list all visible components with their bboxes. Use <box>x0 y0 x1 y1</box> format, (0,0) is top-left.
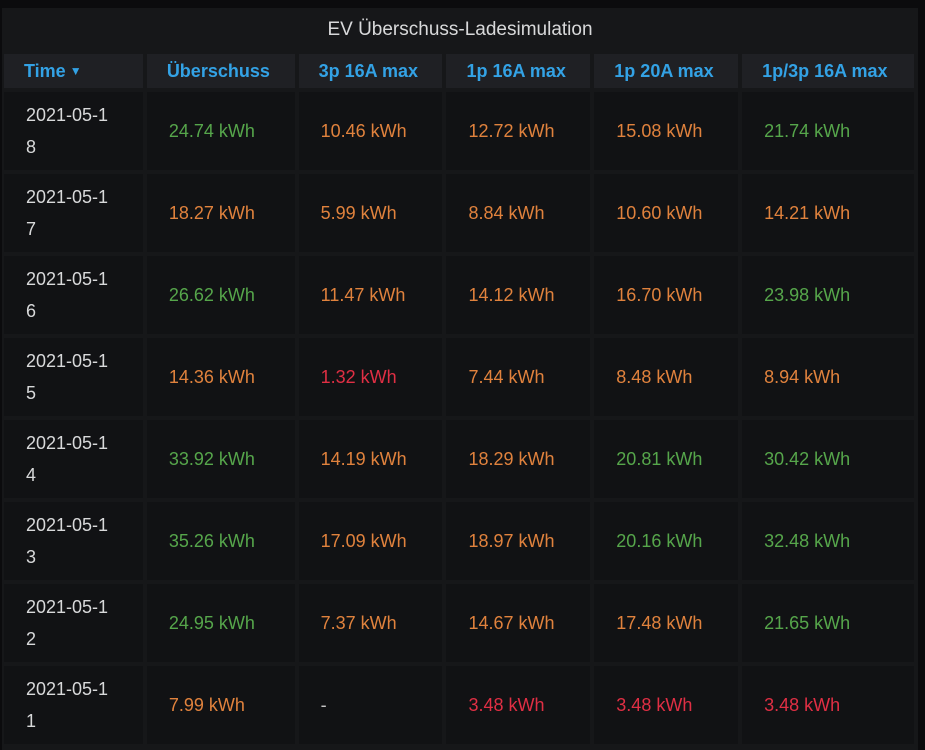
value-cell: 33.92 kWh <box>146 420 295 498</box>
time-value: 2021-05-18 <box>26 105 109 157</box>
value-cell: 12.72 kWh <box>446 92 591 170</box>
value-cell: 14.12 kWh <box>446 256 591 334</box>
value-cell: 24.74 kWh <box>146 92 295 170</box>
value-cell: 10.60 kWh <box>594 174 739 252</box>
column-header-label: 1p/3p 16A max <box>762 60 888 81</box>
column-header-label: 3p 16A max <box>318 60 419 81</box>
time-value: 2021-05-17 <box>26 187 109 239</box>
time-value: 2021-05-14 <box>26 433 109 485</box>
table-body: 2021-05-18 24.74 kWh 10.46 kWh 12.72 kWh 15.… <box>4 92 914 744</box>
panel-title[interactable]: EV Überschuss-Ladesimulation <box>327 19 593 40</box>
value-cell: 18.27 kWh <box>146 174 295 252</box>
table-row: 2021-05-18 24.74 kWh 10.46 kWh 12.72 kWh 15.… <box>4 92 914 170</box>
value-cell: 3.48 kWh <box>742 666 914 744</box>
value-cell: 3.48 kWh <box>446 666 591 744</box>
column-header-label: Time <box>24 60 66 81</box>
table-panel: EV Überschuss-Ladesimulation Time ▼ Übers… <box>2 8 918 750</box>
time-value: 2021-05-13 <box>26 515 109 567</box>
time-cell: 2021-05-12 <box>4 584 143 662</box>
time-cell: 2021-05-13 <box>4 502 143 580</box>
time-cell: 2021-05-14 <box>4 420 143 498</box>
column-header-label: 1p 20A max <box>614 60 714 81</box>
table-row: 2021-05-16 26.62 kWh 11.47 kWh 14.12 kWh 16.… <box>4 256 914 334</box>
time-value: 2021-05-12 <box>26 597 109 649</box>
value-cell: 14.67 kWh <box>446 584 591 662</box>
time-cell: 2021-05-16 <box>4 256 143 334</box>
time-cell: 2021-05-11 <box>4 666 143 744</box>
time-value: 2021-05-11 <box>26 679 109 731</box>
value-cell: 24.95 kWh <box>146 584 295 662</box>
data-table: Time ▼ Überschuss 3p 16A max 1p 16A max 1… <box>2 50 918 748</box>
value-cell: 32.48 kWh <box>742 502 914 580</box>
value-cell: 26.62 kWh <box>146 256 295 334</box>
time-value: 2021-05-15 <box>26 351 109 403</box>
table-row: 2021-05-17 18.27 kWh 5.99 kWh 8.84 kWh 10.60… <box>4 174 914 252</box>
value-cell: 35.26 kWh <box>146 502 295 580</box>
value-cell: 7.44 kWh <box>446 338 591 416</box>
column-header-ueberschuss[interactable]: Überschuss <box>146 54 295 88</box>
value-cell: 10.46 kWh <box>298 92 443 170</box>
value-cell: 18.29 kWh <box>446 420 591 498</box>
time-cell: 2021-05-15 <box>4 338 143 416</box>
value-cell: 17.09 kWh <box>298 502 443 580</box>
column-header-3p-16a-max[interactable]: 3p 16A max <box>298 54 443 88</box>
table-row: 2021-05-14 33.92 kWh 14.19 kWh 18.29 kWh 20.… <box>4 420 914 498</box>
value-cell: 1.32 kWh <box>298 338 443 416</box>
time-cell: 2021-05-18 <box>4 92 143 170</box>
value-cell: 17.48 kWh <box>594 584 739 662</box>
table-row: 2021-05-13 35.26 kWh 17.09 kWh 18.97 kWh 20.… <box>4 502 914 580</box>
value-cell: 5.99 kWh <box>298 174 443 252</box>
value-cell: 8.94 kWh <box>742 338 914 416</box>
value-cell: 15.08 kWh <box>594 92 739 170</box>
value-cell: 21.74 kWh <box>742 92 914 170</box>
column-header-time[interactable]: Time ▼ <box>4 54 143 88</box>
value-cell: 14.21 kWh <box>742 174 914 252</box>
value-cell: 20.16 kWh <box>594 502 739 580</box>
column-header-1p-3p-16a-max[interactable]: 1p/3p 16A max <box>742 54 914 88</box>
value-cell: 3.48 kWh <box>594 666 739 744</box>
value-cell: 21.65 kWh <box>742 584 914 662</box>
table-header-row: Time ▼ Überschuss 3p 16A max 1p 16A max 1… <box>4 54 914 88</box>
table-row: 2021-05-11 7.99 kWh -3.48 kWh 3.48 kWh 3.48 … <box>4 666 914 744</box>
column-header-1p-16a-max[interactable]: 1p 16A max <box>446 54 591 88</box>
table-row: 2021-05-15 14.36 kWh 1.32 kWh 7.44 kWh 8.48 … <box>4 338 914 416</box>
column-header-label: Überschuss <box>166 60 270 81</box>
time-value: 2021-05-16 <box>26 269 109 321</box>
value-cell: 14.36 kWh <box>146 338 295 416</box>
value-cell: 7.37 kWh <box>298 584 443 662</box>
value-cell: 18.97 kWh <box>446 502 591 580</box>
value-cell: 14.19 kWh <box>298 420 443 498</box>
value-cell: 16.70 kWh <box>594 256 739 334</box>
column-header-label: 1p 16A max <box>466 60 566 81</box>
value-cell: 8.84 kWh <box>446 174 591 252</box>
column-header-1p-20a-max[interactable]: 1p 20A max <box>594 54 739 88</box>
value-cell: 7.99 kWh <box>146 666 295 744</box>
value-cell: 11.47 kWh <box>298 256 443 334</box>
table-row: 2021-05-12 24.95 kWh 7.37 kWh 14.67 kWh 17.4… <box>4 584 914 662</box>
value-cell: 30.42 kWh <box>742 420 914 498</box>
caret-down-icon: ▼ <box>69 63 82 78</box>
value-cell: - <box>298 666 443 744</box>
value-cell: 23.98 kWh <box>742 256 914 334</box>
value-cell: 8.48 kWh <box>594 338 739 416</box>
value-cell: 20.81 kWh <box>594 420 739 498</box>
time-cell: 2021-05-17 <box>4 174 143 252</box>
